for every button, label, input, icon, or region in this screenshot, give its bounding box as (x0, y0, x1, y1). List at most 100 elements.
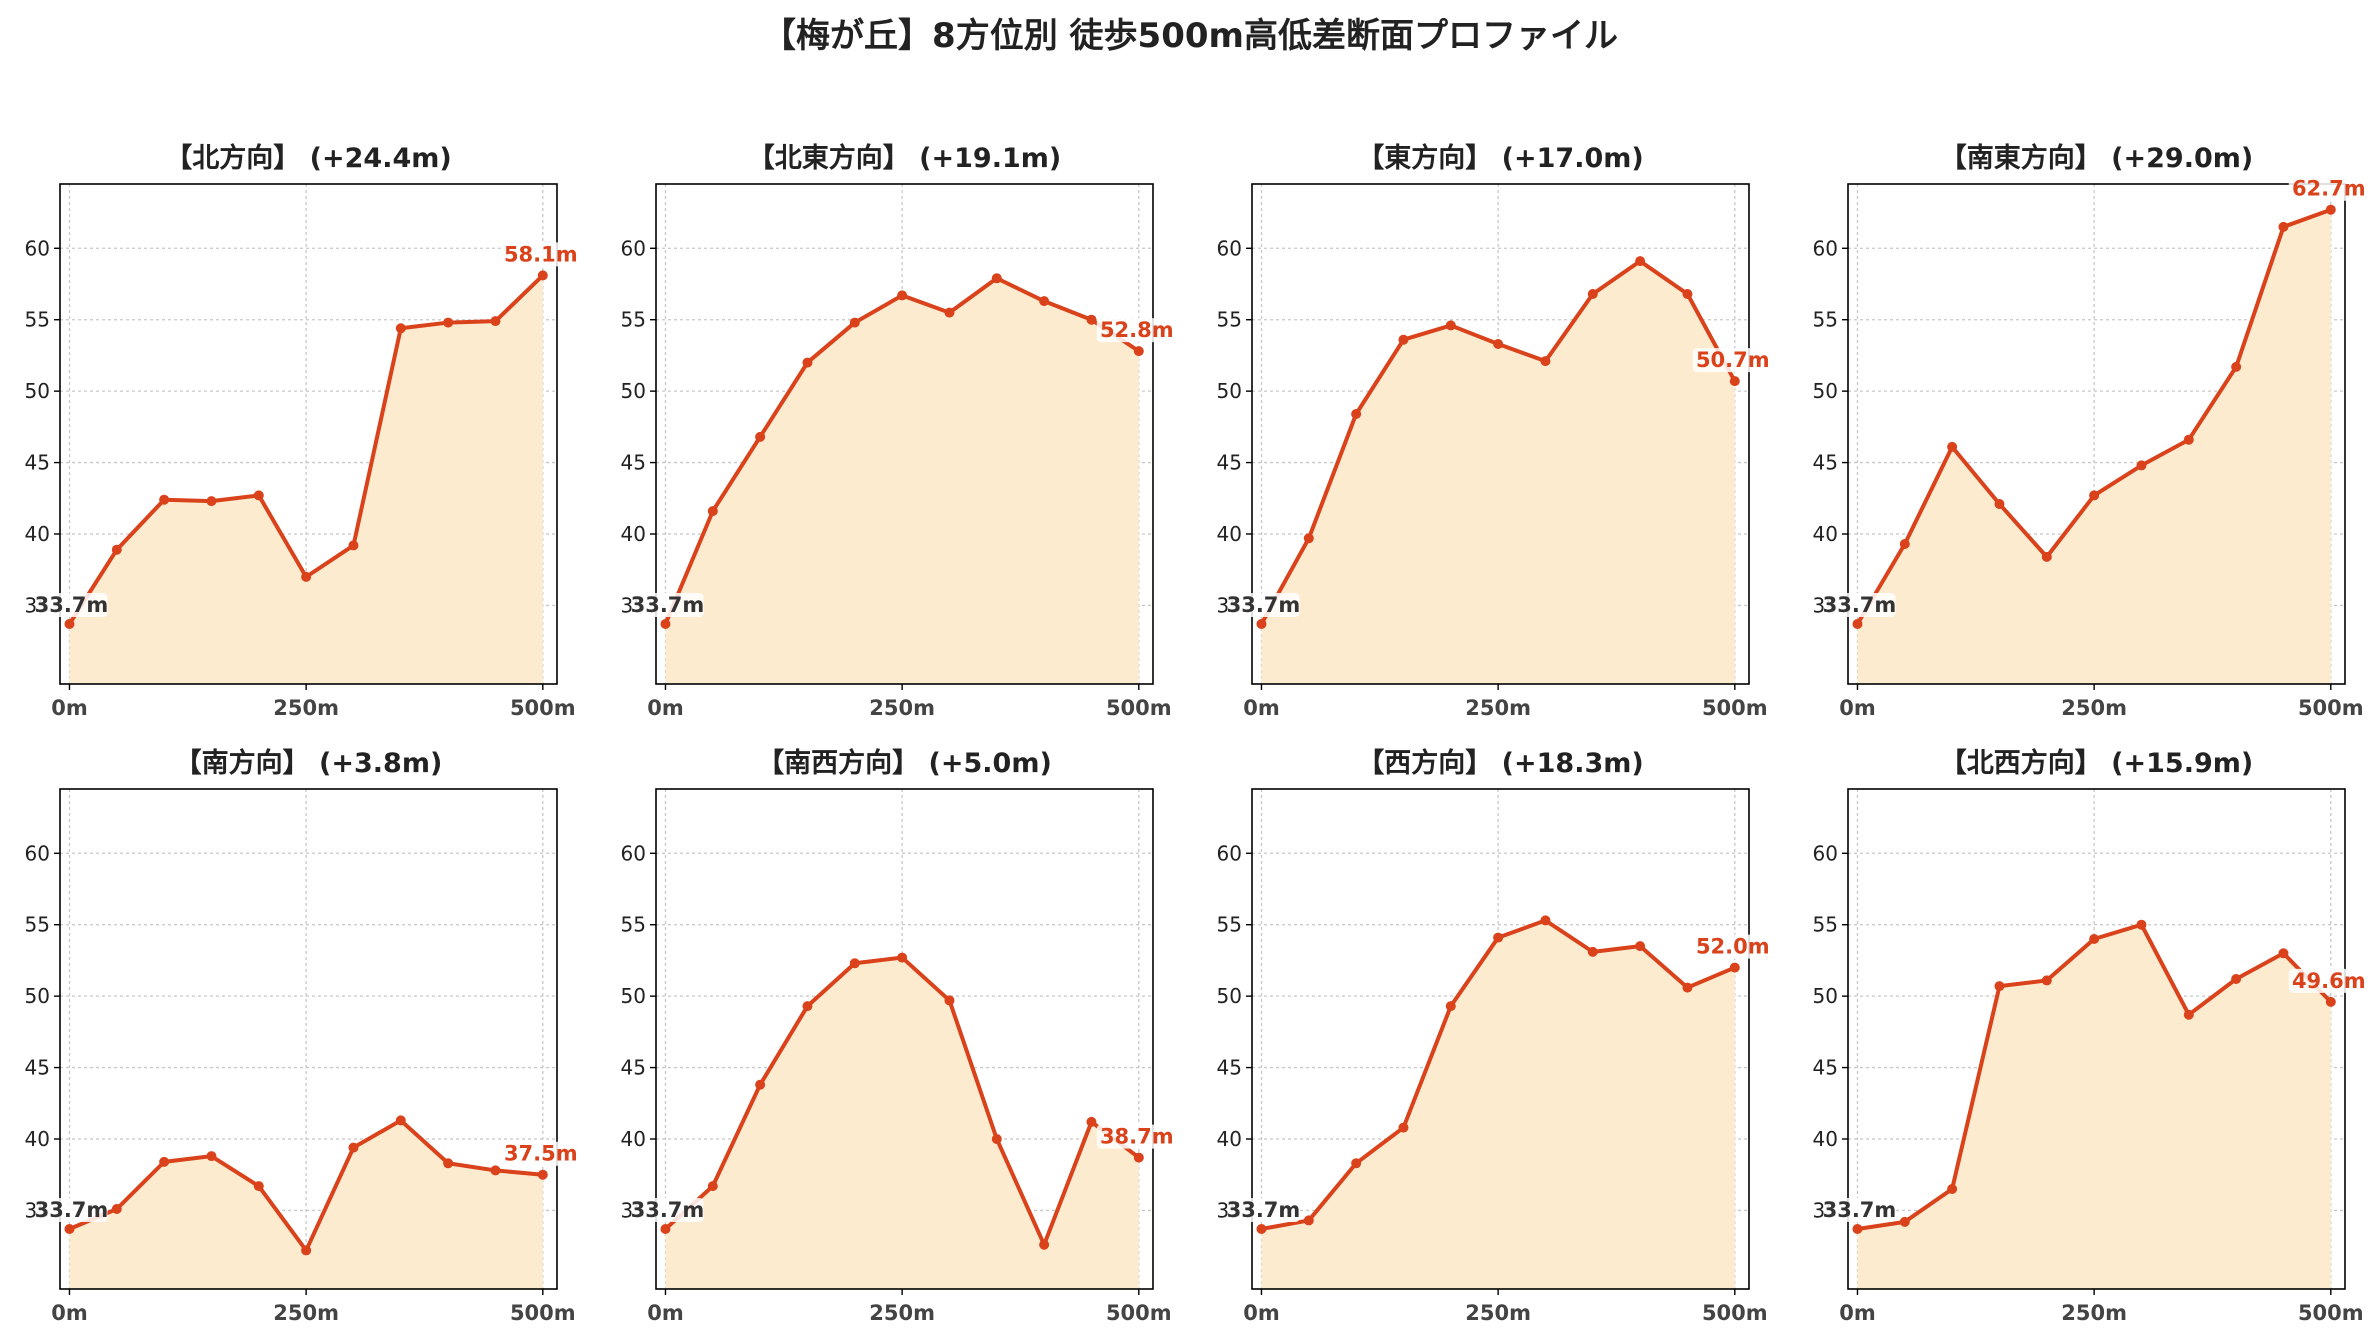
data-point (2325, 204, 2336, 215)
x-tick-label: 0m (51, 696, 88, 720)
area-fill (1261, 920, 1735, 1289)
data-point (1682, 982, 1693, 993)
data-point (660, 1224, 671, 1234)
data-point (64, 619, 75, 629)
data-point (206, 496, 217, 507)
data-point (2231, 361, 2242, 372)
y-tick-label: 60 (621, 236, 646, 260)
data-point (490, 316, 501, 327)
end-label: 38.7m (1100, 1125, 1174, 1149)
data-point (1994, 499, 2005, 509)
y-tick-label: 50 (1217, 984, 1242, 1008)
x-tick-label: 500m (1106, 696, 1172, 720)
area-fill (69, 1120, 543, 1289)
axes-frame (1847, 788, 2346, 1290)
x-tick-label: 250m (1465, 696, 1531, 720)
y-tick-label: 40 (1813, 1127, 1838, 1151)
plot-area (660, 273, 1144, 684)
data-point (1635, 256, 1646, 267)
end-label-box (2288, 176, 2369, 201)
area-fill (665, 957, 1139, 1289)
x-tick-label: 500m (510, 696, 576, 720)
plot-area (660, 952, 1144, 1289)
start-label: 33.7m (631, 1198, 705, 1222)
y-tick-label: 55 (1813, 308, 1838, 332)
data-point (1086, 1116, 1097, 1127)
data-point (1899, 1216, 1910, 1227)
y-tick-label: 40 (25, 1127, 50, 1151)
y-tick-label: 60 (1813, 841, 1838, 865)
data-point (253, 490, 264, 501)
y-tick-label: 50 (1813, 379, 1838, 403)
end-label: 49.6m (2292, 969, 2366, 993)
y-tick-label: 50 (621, 984, 646, 1008)
data-point (64, 1224, 75, 1234)
y-tick-label: 40 (25, 522, 50, 546)
start-label: 33.7m (1227, 1198, 1301, 1222)
data-point (1635, 941, 1646, 952)
data-point (1540, 356, 1551, 367)
x-tick-label: 250m (2061, 1301, 2127, 1325)
y-tick-label: 60 (25, 236, 50, 260)
panel-4: 【南東方向】 (+29.0m)3540455055600m250m500m33.… (1813, 142, 2369, 720)
y-tick-label: 50 (1217, 379, 1242, 403)
data-point (707, 506, 718, 517)
data-point (1587, 946, 1598, 957)
start-label-box (631, 1198, 704, 1222)
start-label: 33.7m (1823, 593, 1897, 617)
area-fill (1261, 261, 1735, 684)
data-point (2041, 551, 2052, 562)
y-tick-label: 45 (621, 451, 646, 475)
panel-title: 【南方向】 (+3.8m) (175, 747, 443, 779)
end-label-box (500, 1141, 581, 1166)
data-point (2136, 919, 2147, 930)
y-tick-label: 60 (1813, 236, 1838, 260)
y-tick-label: 45 (25, 451, 50, 475)
data-point (1587, 289, 1598, 299)
y-tick-label: 55 (25, 913, 50, 937)
data-point (897, 952, 908, 963)
data-point (849, 958, 860, 969)
data-point (253, 1181, 264, 1192)
data-point (1729, 376, 1740, 387)
data-point (1398, 334, 1409, 345)
data-point (1303, 1215, 1314, 1226)
y-tick-label: 40 (621, 1127, 646, 1151)
panel-7: 【西方向】 (+18.3m)3540455055600m250m500m33.7… (1217, 747, 1773, 1325)
data-point (802, 1001, 813, 1012)
data-point (1540, 915, 1551, 926)
figure-title: 【梅が丘】8方位別 徒歩500m高低差断面プロファイル (762, 16, 1618, 56)
start-label-box (35, 593, 108, 617)
y-tick-label: 55 (1217, 913, 1242, 937)
data-point (1947, 441, 1958, 452)
data-point (537, 270, 548, 281)
panel-title: 【西方向】 (+18.3m) (1357, 747, 1643, 779)
data-point (348, 540, 359, 551)
y-tick-label: 45 (621, 1056, 646, 1080)
panel-title: 【北方向】 (+24.4m) (165, 142, 451, 174)
data-point (897, 290, 908, 301)
x-tick-label: 250m (1465, 1301, 1531, 1325)
data-point (2183, 434, 2194, 445)
start-label: 33.7m (35, 593, 109, 617)
y-tick-label: 55 (1217, 308, 1242, 332)
data-point (944, 995, 955, 1006)
end-label-box (2288, 968, 2369, 993)
start-label-box (1823, 593, 1896, 617)
panel-title: 【東方向】 (+17.0m) (1357, 142, 1643, 174)
data-point (1852, 619, 1863, 629)
data-point (2136, 460, 2147, 471)
data-point (2089, 490, 2100, 501)
data-point (490, 1165, 501, 1176)
axes-frame (59, 788, 558, 1290)
data-point (443, 1158, 454, 1169)
start-label: 33.7m (631, 593, 705, 617)
data-point (206, 1151, 217, 1162)
x-tick-label: 0m (647, 1301, 684, 1325)
panel-5: 【南方向】 (+3.8m)3540455055600m250m500m33.7m… (25, 747, 581, 1325)
y-tick-label: 60 (1217, 236, 1242, 260)
data-point (1852, 1224, 1863, 1234)
panel-2: 【北東方向】 (+19.1m)3540455055600m250m500m33.… (621, 142, 1177, 720)
x-tick-label: 0m (647, 696, 684, 720)
start-label: 33.7m (1823, 1198, 1897, 1222)
